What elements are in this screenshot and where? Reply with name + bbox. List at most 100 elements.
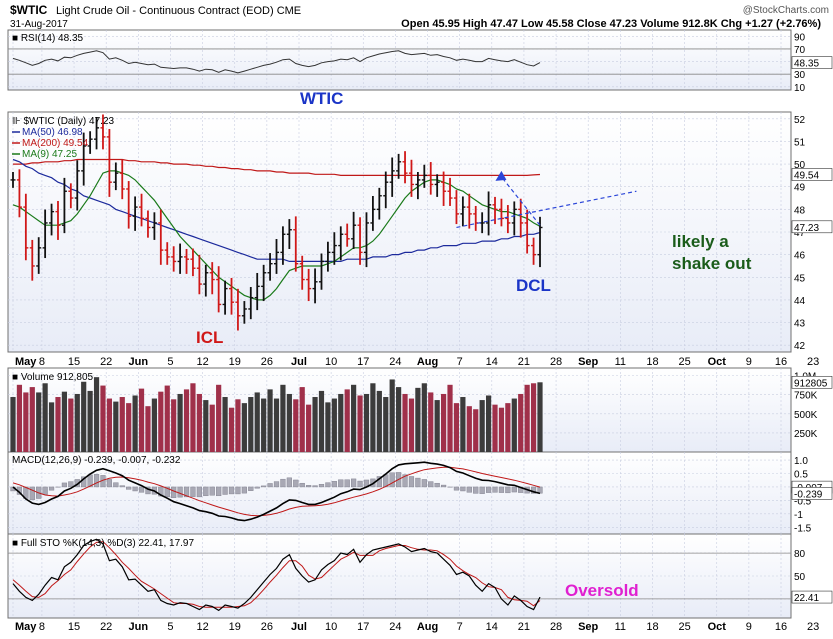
- macd-hist-8: [62, 483, 67, 487]
- macd-hist-28: [191, 487, 196, 497]
- price-xlabel-22: Oct: [708, 356, 727, 368]
- volume-ytick-1: 500K: [794, 410, 818, 421]
- macd-hist-25: [171, 487, 176, 498]
- volume-bar-1: [17, 385, 22, 452]
- volume-bar-44: [293, 399, 298, 452]
- macd-hist-16: [113, 483, 118, 487]
- macd-hist-15: [107, 479, 112, 487]
- volume-bar-2: [23, 392, 28, 452]
- sto-xlabel-12: 24: [389, 621, 401, 633]
- macd-hist-42: [281, 479, 286, 487]
- sto-xlabel-9: Jul: [291, 621, 307, 633]
- volume-bar-54: [357, 395, 362, 452]
- sto-xlabel-4: Jun: [129, 621, 149, 633]
- volume-bar-22: [152, 399, 157, 452]
- header-ohlc: Open 45.95 High 47.47 Low 45.58 Close 47…: [401, 18, 821, 30]
- price-xlabel-17: 28: [550, 356, 562, 368]
- macd-hist-32: [216, 487, 221, 496]
- volume-bar-60: [396, 387, 401, 452]
- macd-hist-38: [255, 487, 260, 488]
- macd-hist-70: [460, 487, 465, 491]
- sto-xlabel-24: 16: [775, 621, 787, 633]
- price-close-last: 47.23: [794, 223, 819, 234]
- macd-hist-18: [126, 487, 131, 489]
- volume-bar-50: [332, 399, 337, 452]
- annotation-likely-1: likely a: [672, 232, 729, 251]
- volume-bar-3: [30, 387, 35, 452]
- volume-bar-58: [383, 397, 388, 452]
- macd-ytick-0: -1.5: [794, 523, 812, 534]
- price-ma200-last: 49.54: [794, 170, 819, 181]
- volume-bar-10: [75, 394, 80, 452]
- sto-xlabel-14: 7: [457, 621, 463, 633]
- macd-hist-47: [313, 486, 318, 487]
- price-xlabel-10: 10: [325, 356, 337, 368]
- sto-ytick-1: 50: [794, 572, 806, 583]
- volume-bar-15: [107, 399, 112, 452]
- price-xlabel-6: 12: [196, 356, 208, 368]
- macd-hist-63: [415, 478, 420, 487]
- rsi-legend: ■ RSI(14) 48.35: [12, 33, 84, 44]
- macd-hist-75: [493, 487, 498, 492]
- annotation-wtic: WTIC: [300, 89, 343, 108]
- panel-rsi: [8, 30, 791, 90]
- volume-bar-69: [454, 403, 459, 452]
- annotation-likely-2: shake out: [672, 254, 752, 273]
- volume-bar-5: [43, 383, 48, 452]
- annotation-icl: ICL: [196, 328, 223, 347]
- volume-bar-56: [370, 383, 375, 452]
- volume-bar-79: [518, 394, 523, 452]
- annotation-oversold: Oversold: [565, 581, 639, 600]
- macd-hist-67: [441, 485, 446, 487]
- macd-hist-35: [236, 487, 241, 494]
- macd-hist-54: [358, 481, 363, 487]
- price-xlabel-2: 15: [68, 356, 80, 368]
- macd-hist-76: [499, 487, 504, 493]
- macd-hist-74: [486, 487, 491, 493]
- price-xlabel-24: 16: [775, 356, 787, 368]
- macd-hist-66: [435, 483, 440, 487]
- price-xlabel-18: Sep: [578, 356, 598, 368]
- sto-xlabel-0: May: [15, 621, 37, 633]
- header-date: 31-Aug-2017: [10, 19, 68, 30]
- volume-bar-11: [81, 382, 86, 452]
- sto-xlabel-19: 11: [615, 621, 626, 633]
- macd-hist-13: [94, 474, 99, 487]
- price-legend-2: MA(200) 49.54: [22, 138, 89, 149]
- sto-xlabel-13: Aug: [417, 621, 438, 633]
- header-symbol: $WTIC: [10, 3, 48, 17]
- volume-bar-29: [197, 394, 202, 452]
- volume-bar-27: [184, 389, 189, 452]
- volume-bar-43: [287, 394, 292, 452]
- price-xlabel-1: 8: [39, 356, 45, 368]
- macd-legend: MACD(12,26,9) -0.239, -0.007, -0.232: [12, 455, 181, 466]
- volume-bar-76: [499, 408, 504, 452]
- sto-xlabel-18: Sep: [578, 621, 598, 633]
- volume-bar-80: [525, 385, 530, 452]
- price-xlabel-14: 7: [457, 356, 463, 368]
- macd-hist-5: [43, 487, 48, 495]
- volume-bar-53: [351, 385, 356, 452]
- price-legend-0: ⊪ $WTIC (Daily) 47.23: [12, 116, 115, 127]
- macd-hist-40: [268, 483, 273, 486]
- volume-bar-8: [62, 392, 67, 452]
- volume-bar-49: [325, 402, 330, 452]
- price-xlabel-8: 26: [261, 356, 273, 368]
- sto-xlabel-10: 10: [325, 621, 337, 633]
- volume-bar-67: [441, 394, 446, 452]
- macd-hist-29: [197, 487, 202, 497]
- macd-hist-45: [300, 483, 305, 487]
- volume-bar-62: [409, 399, 414, 452]
- macd-hist-6: [49, 487, 54, 490]
- price-xlabel-21: 25: [678, 356, 690, 368]
- price-xlabel-0: May: [15, 356, 37, 368]
- price-xlabel-9: Jul: [291, 356, 307, 368]
- macd-hist-34: [229, 487, 234, 494]
- volume-bar-74: [486, 395, 491, 452]
- volume-bar-64: [422, 383, 427, 452]
- sto-xlabel-21: 25: [678, 621, 690, 633]
- volume-bar-6: [49, 402, 54, 452]
- header-name: Light Crude Oil - Continuous Contract (E…: [56, 5, 301, 17]
- sto-xlabel-22: Oct: [708, 621, 727, 633]
